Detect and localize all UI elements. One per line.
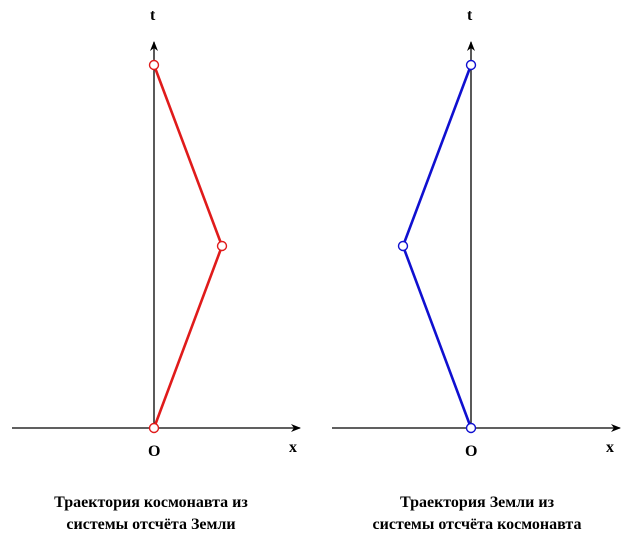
right-caption-line2: системы отсчёта космонавта (372, 516, 582, 533)
left-t-label: t (150, 7, 156, 24)
left-origin-label: O (148, 443, 160, 460)
left-caption: Траектория космонавта из системы отсчёта… (1, 492, 301, 536)
left-diagram: t x O (12, 7, 301, 460)
right-point-end (465, 59, 477, 71)
right-worldline (401, 64, 473, 429)
left-x-label: x (289, 439, 297, 456)
right-point-start (465, 422, 477, 434)
right-caption: Траектория Земли из системы отсчёта косм… (327, 492, 627, 536)
left-worldline (152, 64, 224, 429)
left-point-end (148, 59, 160, 71)
right-point-turn (397, 240, 409, 252)
left-caption-line1: Траектория космонавта из (54, 494, 248, 511)
left-point-start (148, 422, 160, 434)
right-origin-label: O (465, 443, 477, 460)
right-diagram: t x O (332, 7, 621, 460)
left-caption-line2: системы отсчёта Земли (66, 516, 236, 533)
right-t-label: t (467, 7, 473, 24)
right-caption-line1: Траектория Земли из (400, 494, 554, 511)
left-point-turn (216, 240, 228, 252)
right-x-label: x (606, 439, 614, 456)
